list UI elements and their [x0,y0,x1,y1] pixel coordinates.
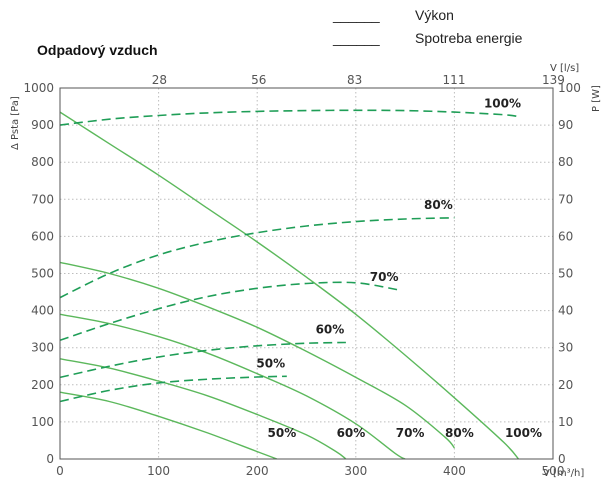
pressure-curve-80 [59,261,455,449]
pressure-label-60: 60% [337,426,366,440]
y-tick-right: 50 [558,267,573,281]
pressure-label-50: 50% [268,426,297,440]
y-tick-right: 0 [558,452,566,466]
x-tick: 400 [443,464,466,478]
power-curve-70 [59,281,401,342]
y-tick-left: 0 [46,452,54,466]
y-tick-right: 20 [558,378,573,392]
x-tick-top: 139 [542,73,565,87]
x-axis-label: V [m³/h] [543,468,584,479]
y-tick-left: 800 [31,155,54,169]
curve-labels: 100% 80% 70% 60% 50% 100% 80% 70% 60% 50% [256,97,542,440]
chart-title: Odpadový vzduch [37,42,158,58]
power-curve-50 [59,375,287,403]
power-curve-60 [59,341,346,379]
legend: ______ Výkon ______ Spotreba energie [332,7,523,46]
y-tick-right: 30 [558,341,573,355]
y-tick-left: 300 [31,341,54,355]
x-tick-top: 28 [152,73,167,87]
x-tick-top: 111 [443,73,466,87]
y-axis-right-label: P [W] [591,85,602,112]
legend-line-power: ______ [332,30,380,46]
y-tick-left: 400 [31,304,54,318]
y-tick-right: 70 [558,192,573,206]
y-tick-left: 700 [31,192,54,206]
x-tick: 200 [246,464,269,478]
y-tick-left: 200 [31,378,54,392]
pressure-curve-50 [59,391,278,460]
power-label-100: 100% [484,97,521,111]
series [59,109,520,460]
y-tick-right: 80 [558,155,573,169]
y-tick-right: 40 [558,304,573,318]
pressure-curve-70 [59,313,406,460]
y-axis-left-label: Δ Psta [Pa] [10,96,21,150]
y-tick-left: 600 [31,229,54,243]
x-tick-top: 56 [251,73,266,87]
power-label-80: 80% [424,198,453,212]
y-tick-right: 90 [558,118,573,132]
power-label-70: 70% [370,270,399,284]
y-tick-left: 1000 [23,81,54,95]
pressure-curve-100 [59,111,520,460]
power-label-50: 50% [256,356,285,370]
x-tick: 100 [147,464,170,478]
tick-labels: 0100200300400500600700800900100001020304… [23,73,580,478]
plot-frame [59,87,554,460]
x-tick: 0 [56,464,64,478]
y-tick-right: 10 [558,415,573,429]
grid [60,88,553,459]
y-tick-right: 100 [558,81,581,95]
legend-label-performance: Výkon [415,7,454,23]
y-tick-left: 500 [31,267,54,281]
y-tick-left: 900 [31,118,54,132]
legend-line-performance: ______ [332,7,380,23]
x-axis-top-label: V [l/s] [550,63,579,74]
pressure-label-80: 80% [445,426,474,440]
pressure-label-70: 70% [396,426,425,440]
x-tick-top: 83 [347,73,362,87]
power-label-60: 60% [316,323,345,337]
pressure-label-100: 100% [505,426,542,440]
y-tick-right: 60 [558,229,573,243]
pressure-curve-60 [59,358,347,460]
x-tick: 500 [542,464,565,478]
x-tick: 300 [344,464,367,478]
power-curve-80 [59,217,455,299]
y-tick-left: 100 [31,415,54,429]
legend-label-power: Spotreba energie [415,30,523,46]
power-curve-100 [59,109,519,126]
